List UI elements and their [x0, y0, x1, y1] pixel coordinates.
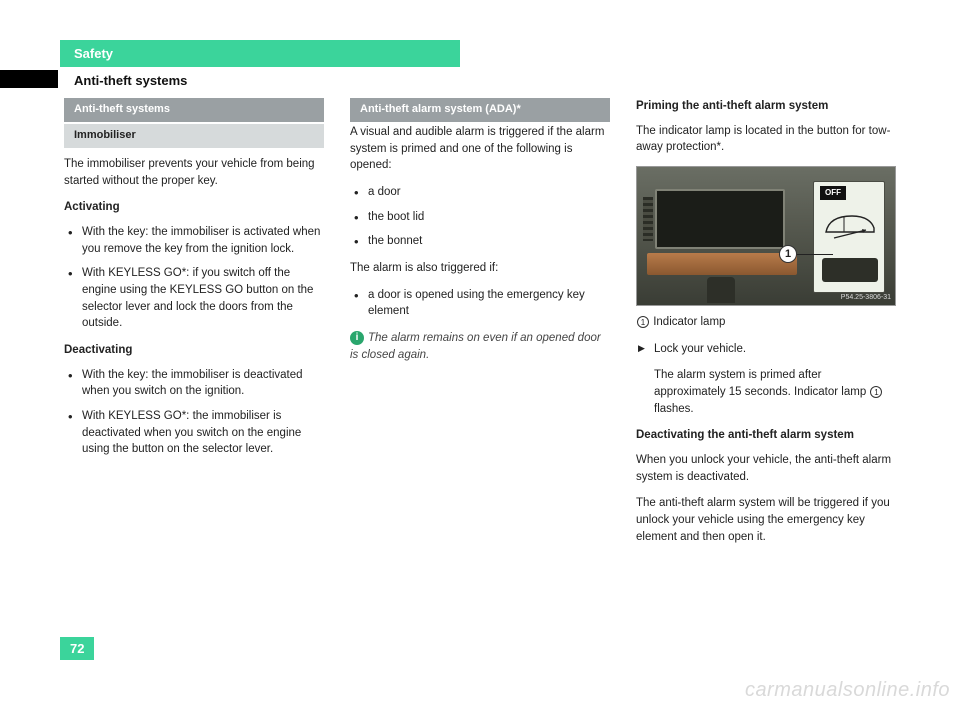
center-console-icon — [655, 189, 785, 249]
list-item: Lock your vehicle. — [636, 341, 896, 358]
vent-icon — [643, 197, 653, 241]
column-2: Anti-theft alarm system (ADA)* A visual … — [350, 98, 610, 555]
deactivating-list: With the key: the immobiliser is deactiv… — [64, 367, 324, 458]
list-item: With KEYLESS GO*: the immobiliser is dea… — [64, 408, 324, 458]
page-number: 72 — [60, 637, 94, 660]
heading-anti-theft: Anti-theft systems — [64, 98, 324, 122]
activating-list: With the key: the immobiliser is activat… — [64, 224, 324, 332]
chapter-tab: Safety — [60, 40, 460, 67]
list-item: the boot lid — [350, 209, 610, 226]
deactivating-title: Deactivating — [64, 342, 324, 359]
deact-p2: The anti-theft alarm system will be trig… — [636, 495, 896, 545]
column-1: Anti-theft systems Immobiliser The immob… — [64, 98, 324, 555]
manual-page: Safety Anti-theft systems Anti-theft sys… — [60, 40, 900, 660]
list-item: With the key: the immobiliser is activat… — [64, 224, 324, 257]
car-outline-icon — [822, 208, 878, 240]
heading-ada: Anti-theft alarm system (ADA)* — [350, 98, 610, 122]
priming-title: Priming the anti-theft alarm system — [636, 98, 896, 115]
content-columns: Anti-theft systems Immobiliser The immob… — [60, 98, 900, 555]
action-list: Lock your vehicle. — [636, 341, 896, 358]
circled-1-icon: 1 — [637, 316, 649, 328]
watermark: carmanualsonline.info — [745, 679, 950, 702]
caption-indicator-lamp: 1 Indicator lamp — [636, 314, 896, 331]
primed-note: The alarm system is primed after approxi… — [636, 367, 896, 417]
column-3: Priming the anti-theft alarm system The … — [636, 98, 896, 555]
list-item: the bonnet — [350, 233, 610, 250]
callout-1: 1 — [779, 245, 833, 263]
primed-text-a: The alarm system is primed after approxi… — [654, 369, 869, 398]
info-note: iThe alarm remains on even if an opened … — [350, 330, 610, 363]
deactivating-ada-title: Deactivating the anti-theft alarm system — [636, 427, 896, 444]
info-note-text: The alarm remains on even if an opened d… — [350, 332, 601, 361]
activating-title: Activating — [64, 199, 324, 216]
wood-trim-icon — [647, 253, 797, 275]
callout-line — [797, 254, 833, 255]
also-triggered-text: The alarm is also triggered if: — [350, 260, 610, 277]
primed-text-b: flashes. — [654, 403, 694, 415]
ada-intro: A visual and audible alarm is triggered … — [350, 124, 610, 174]
list-item: With the key: the immobiliser is deactiv… — [64, 367, 324, 400]
immobiliser-intro: The immobiliser prevents your vehicle fr… — [64, 156, 324, 189]
heading-immobiliser: Immobiliser — [64, 124, 324, 148]
section-subtitle: Anti-theft systems — [60, 67, 900, 98]
left-black-marker — [0, 70, 58, 88]
list-item: a door — [350, 184, 610, 201]
deact-p1: When you unlock your vehicle, the anti-t… — [636, 452, 896, 485]
callout-circle-icon: 1 — [779, 245, 797, 263]
shifter-icon — [707, 277, 735, 303]
caption-text: Indicator lamp — [653, 316, 725, 328]
action-text: Lock your vehicle. — [654, 343, 746, 355]
list-item: a door is opened using the emergency key… — [350, 287, 610, 320]
list-item: With KEYLESS GO*: if you switch off the … — [64, 265, 324, 332]
image-code: P54.25-3806-31 — [841, 293, 891, 303]
dashboard-image: OFF 1 P54.25-3806-31 — [636, 166, 896, 306]
info-icon: i — [350, 331, 364, 345]
off-label: OFF — [820, 186, 846, 200]
priming-intro: The indicator lamp is located in the but… — [636, 123, 896, 156]
opened-list: a door the boot lid the bonnet — [350, 184, 610, 250]
circled-1-icon: 1 — [870, 386, 882, 398]
also-list: a door is opened using the emergency key… — [350, 287, 610, 320]
off-panel: OFF — [813, 181, 885, 293]
